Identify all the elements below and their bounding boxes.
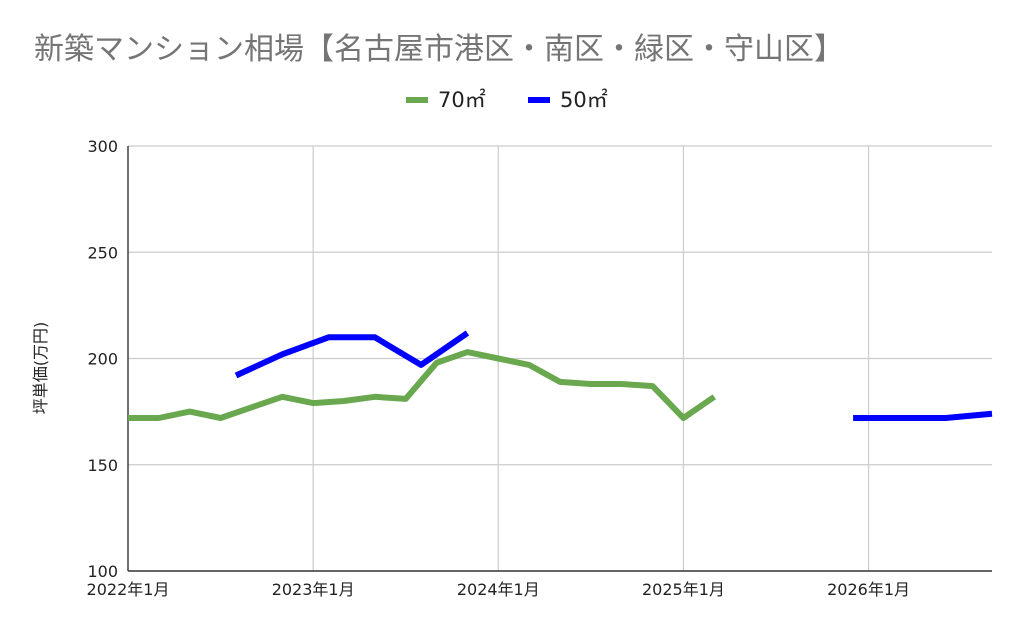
y-tick-label: 200 — [87, 350, 118, 369]
chart-legend: 70㎡ 50㎡ — [406, 88, 608, 112]
y-tick-label: 250 — [87, 243, 118, 262]
chart-title: 新築マンション相場【名古屋市港区・南区・緑区・守山区】 — [34, 32, 844, 67]
x-tick-label: 2022年1月 — [87, 580, 170, 599]
gridlines — [127, 145, 992, 572]
x-tick-label: 2026年1月 — [827, 580, 910, 599]
series-line-0 — [128, 349, 716, 421]
y-axis-label: 坪単価(万円) — [31, 322, 50, 415]
x-tick-label: 2024年1月 — [457, 580, 540, 599]
x-tick-label: 2023年1月 — [272, 580, 355, 599]
series-line-2 — [853, 410, 993, 421]
series-lines — [128, 330, 993, 421]
legend-label: 50㎡ — [560, 88, 608, 112]
y-axis-ticks: 100 150 200 250 300 — [87, 137, 118, 581]
x-axis-ticks: 2022年1月 2023年1月 2024年1月 2025年1月 2026年1月 — [87, 580, 910, 599]
y-tick-label: 300 — [87, 137, 118, 156]
legend-label: 70㎡ — [438, 88, 486, 112]
y-tick-label: 100 — [87, 562, 118, 581]
x-tick-label: 2025年1月 — [642, 580, 725, 599]
series-line-1 — [234, 330, 470, 379]
y-tick-label: 150 — [87, 456, 118, 475]
